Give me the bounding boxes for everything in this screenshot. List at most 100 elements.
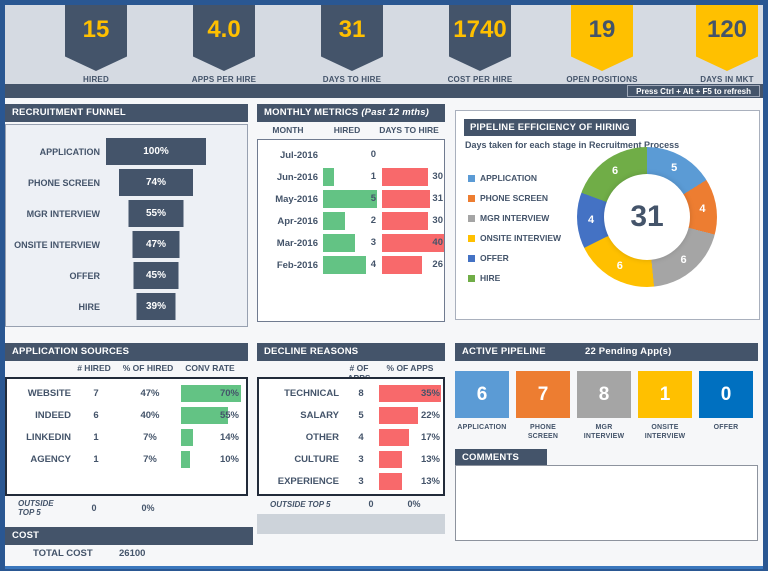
kpi-flag-icon: 19 — [571, 5, 633, 71]
decline-row: OTHER 4 17% — [259, 426, 443, 448]
days-bar — [382, 234, 444, 252]
donut-segment-value: 6 — [611, 165, 619, 177]
conv-rate-bar — [181, 384, 241, 402]
legend-item: PHONE SCREEN — [468, 193, 580, 203]
kpi-days-in-mkt: 120 DAYS IN MKT — [669, 5, 768, 84]
funnel-row: MGR INTERVIEW 55% — [6, 198, 247, 229]
funnel-bar: 55% — [128, 200, 184, 227]
hired-bar — [323, 234, 356, 252]
decline-pct-value: 35% — [420, 387, 440, 399]
days-cell: 30 — [382, 212, 444, 230]
legend-swatch-icon — [468, 214, 475, 222]
application-sources-footer: OUTSIDE TOP 5 0 0% — [5, 499, 248, 517]
funnel-row: APPLICATION 100% — [6, 136, 247, 167]
legend-label: ONSITE INTERVIEW — [480, 233, 562, 243]
pipeline-stage-count: 0 — [699, 371, 753, 418]
source-hired: 7 — [93, 387, 99, 399]
hired-bar — [323, 168, 334, 186]
kpi-flag-icon: 120 — [696, 5, 758, 71]
hired-value: 4 — [370, 259, 376, 270]
month-label: Apr-2016 — [277, 215, 318, 227]
hired-cell: 0 — [322, 146, 376, 164]
column-header-hired: HIRED — [333, 125, 361, 135]
days-value: 30 — [432, 215, 443, 226]
monthly-metrics-column-headers: MONTH HIRED DAYS TO HIRE — [257, 125, 445, 135]
monthly-metrics-header: MONTHLY METRICS (Past 12 mths) — [257, 104, 445, 122]
decline-pct-cell: 13% — [379, 472, 441, 490]
pipeline-stage-label: APPLICATION — [457, 424, 507, 431]
funnel-row: PHONE SCREEN 74% — [6, 167, 247, 198]
decline-num-apps: 5 — [358, 409, 364, 421]
kpi-label: DAYS IN MKT — [700, 75, 754, 84]
source-hired: 6 — [93, 409, 99, 421]
decline-pct-value: 13% — [420, 475, 440, 487]
legend-label: APPLICATION — [480, 173, 537, 183]
hired-cell: 3 — [322, 234, 376, 252]
source-row: LINKEDIN 1 7% 14% — [7, 426, 246, 448]
monthly-row: Apr-2016 2 30 — [258, 210, 444, 232]
refresh-hint: Press Ctrl + Alt + F5 to refresh — [627, 85, 760, 97]
monthly-row: Mar-2016 3 40 — [258, 232, 444, 254]
source-conv-cell: 10% — [181, 450, 241, 468]
hired-cell: 1 — [322, 168, 376, 186]
footer-apps: 0 — [368, 499, 374, 509]
pipeline-stage-label: OFFER — [713, 424, 739, 431]
funnel-bar: 45% — [133, 262, 179, 289]
hired-cell: 2 — [322, 212, 376, 230]
decline-spacer-bar — [257, 514, 445, 534]
total-cost-label: TOTAL COST — [33, 548, 93, 559]
decline-pct-cell: 35% — [379, 384, 441, 402]
days-value: 26 — [432, 259, 443, 270]
kpi-flag-icon: 4.0 — [193, 5, 255, 71]
pipeline-stage-count: 8 — [577, 371, 631, 418]
decline-pct-value: 17% — [420, 431, 440, 443]
source-pct-of-hired: 7% — [143, 431, 157, 443]
decline-row: SALARY 5 22% — [259, 404, 443, 426]
pipeline-stage-count: 7 — [516, 371, 570, 418]
kpi-label: APPS PER HIRE — [191, 75, 257, 84]
source-label: AGENCY — [30, 453, 71, 465]
source-hired: 1 — [93, 431, 99, 443]
comments-box[interactable] — [455, 465, 758, 541]
month-label: Feb-2016 — [276, 259, 318, 271]
decline-num-apps: 8 — [358, 387, 364, 399]
source-pct-of-hired: 47% — [140, 387, 160, 399]
bottom-accent-line — [5, 566, 763, 569]
recruitment-funnel-header: RECRUITMENT FUNNEL — [5, 104, 248, 122]
column-header-num-hired: # HIRED — [77, 363, 111, 373]
pipeline-efficiency-subtitle: Days taken for each stage in Recruitment… — [465, 140, 680, 150]
days-cell — [382, 146, 444, 164]
decline-pct-cell: 17% — [379, 428, 441, 446]
pipeline-stage-count: 6 — [455, 371, 509, 418]
decline-row: TECHNICAL 8 35% — [259, 382, 443, 404]
funnel-bar-area: 45% — [106, 262, 206, 289]
monthly-row: Jun-2016 1 30 — [258, 166, 444, 188]
hired-cell: 5 — [322, 190, 377, 208]
conv-rate-bar — [181, 428, 194, 446]
kpi-days-to-hire: 31 DAYS TO HIRE — [294, 5, 410, 84]
legend-label: OFFER — [480, 253, 509, 263]
column-header-pct-of-apps: % OF APPS — [386, 363, 434, 373]
cost-row: TOTAL COST 26100 — [5, 548, 253, 559]
active-pipeline-stages: 6 APPLICATION 7 PHONE SCREEN 8 MGR INTERVIEW 1… — [455, 371, 758, 442]
decline-label: CULTURE — [294, 453, 339, 465]
decline-reasons-footer: OUTSIDE TOP 5 0 0% — [257, 499, 445, 509]
pipeline-efficiency-title: PIPELINE EFFICIENCY OF HIRING — [464, 119, 636, 136]
legend-swatch-icon — [468, 254, 475, 262]
pipeline-stage: 6 APPLICATION — [455, 371, 509, 442]
footer-label: OUTSIDE TOP 5 — [270, 499, 331, 509]
decline-pct-value: 22% — [420, 409, 440, 421]
pipeline-stage: 7 PHONE SCREEN — [516, 371, 570, 442]
decline-pct-cell: 13% — [379, 450, 441, 468]
funnel-bar: 100% — [106, 138, 206, 165]
kpi-flag-icon: 1740 — [449, 5, 511, 71]
funnel-bar-area: 55% — [106, 200, 206, 227]
legend-label: PHONE SCREEN — [480, 193, 549, 203]
legend-item: HIRE — [468, 273, 580, 283]
days-bar — [382, 212, 429, 230]
kpi-value: 31 — [338, 16, 366, 43]
legend-swatch-icon — [468, 274, 475, 282]
hired-value: 2 — [370, 215, 376, 226]
pipeline-stage-label: PHONE SCREEN — [527, 424, 559, 441]
days-cell: 26 — [382, 256, 444, 274]
